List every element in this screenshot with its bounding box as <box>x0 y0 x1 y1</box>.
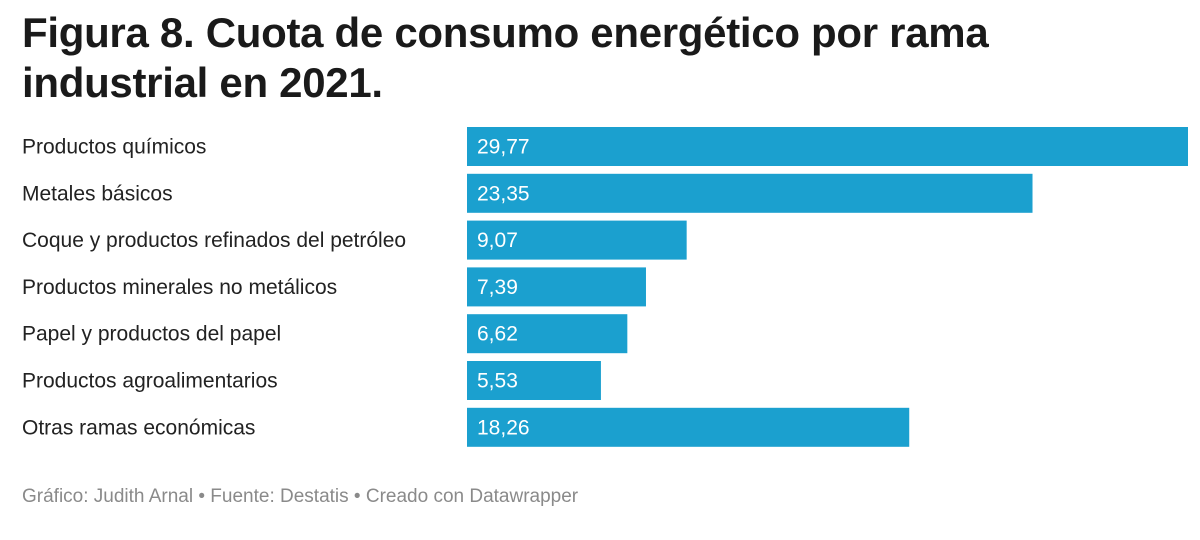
category-label: Metales básicos <box>22 182 173 205</box>
category-label: Productos químicos <box>22 136 206 159</box>
bar <box>467 127 1188 166</box>
category-label: Papel y productos del papel <box>22 323 281 346</box>
bar-row: Coque y productos refinados del petróleo… <box>22 220 687 260</box>
value-label: 23,35 <box>477 182 530 205</box>
bar <box>467 220 687 260</box>
bar-row: Productos agroalimentarios 5,53 <box>22 361 601 400</box>
bar <box>467 267 646 307</box>
bar-row: Productos minerales no metálicos 7,39 <box>22 267 646 307</box>
bar <box>467 173 1033 213</box>
chart-footer: Gráfico: Judith Arnal • Fuente: Destatis… <box>22 486 579 507</box>
value-label: 9,07 <box>477 229 518 252</box>
bar-row: Productos químicos 29,77 <box>22 127 1188 166</box>
bar-row: Otras ramas económicas 18,26 <box>22 407 910 447</box>
value-label: 5,53 <box>477 370 518 393</box>
value-label: 29,77 <box>477 136 530 159</box>
chart-title: Figura 8. Cuota de consumo energético po… <box>22 9 989 106</box>
bars-group: Productos químicos 29,77 Metales básicos 23… <box>22 127 1188 447</box>
bar-row: Metales básicos 23,35 <box>22 173 1033 213</box>
value-label: 7,39 <box>477 276 518 299</box>
category-label: Productos agroalimentarios <box>22 370 278 393</box>
bar <box>467 407 910 447</box>
value-label: 18,26 <box>477 416 530 439</box>
bar <box>467 361 601 400</box>
category-label: Productos minerales no metálicos <box>22 276 337 299</box>
category-label: Otras ramas económicas <box>22 416 255 439</box>
category-label: Coque y productos refinados del petróleo <box>22 229 406 252</box>
bar <box>467 314 628 354</box>
bar-row: Papel y productos del papel 6,62 <box>22 314 628 354</box>
value-label: 6,62 <box>477 323 518 346</box>
